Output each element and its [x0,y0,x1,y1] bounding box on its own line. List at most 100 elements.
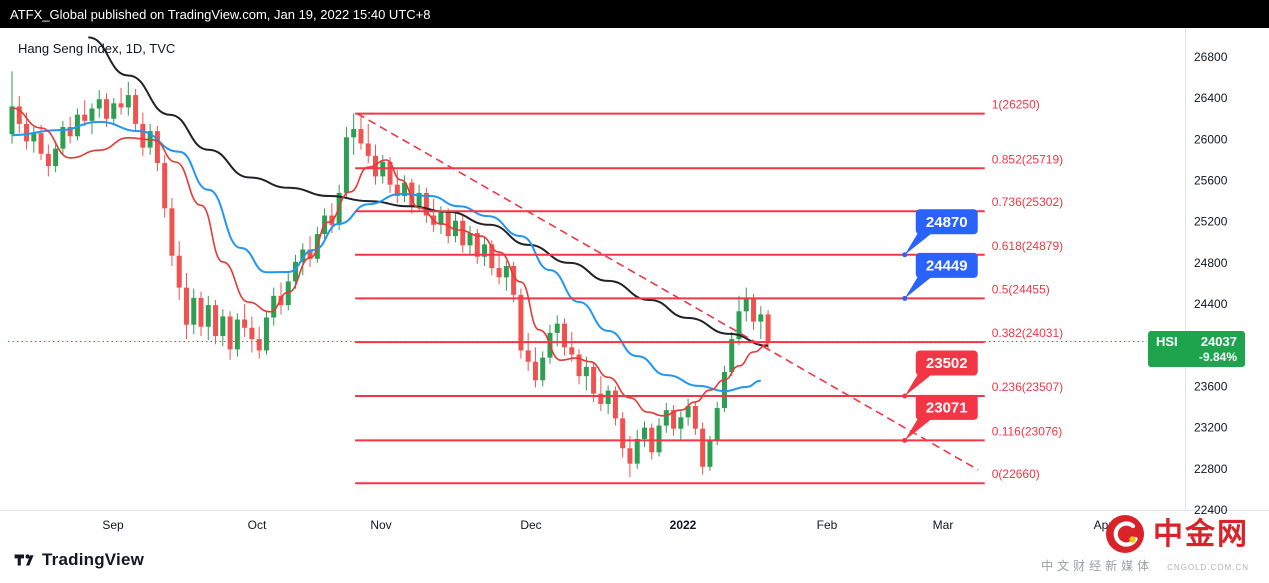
cngold-watermark: 中金网 中文财经新媒体 CNGOLD.COM.CN [1041,514,1249,574]
time-axis[interactable]: Sep Oct Nov Dec 2022 Feb Mar Apr [102,518,1112,532]
candle [467,225,473,255]
callout-anchor-dot [902,437,908,443]
candle [423,187,429,223]
candle [743,287,749,322]
candle [612,386,618,426]
fib-level-label: 0.5(24455) [992,282,1050,296]
candle [751,293,757,330]
candle [263,311,269,355]
candle [249,316,255,353]
fib-level-label: 0.382(24031) [992,326,1063,340]
candle [169,198,175,266]
candle [82,100,88,126]
callout-price-text: 24870 [926,214,968,231]
price-axis[interactable]: 2680026400260002560025200248002440024000… [1194,50,1228,517]
candle [402,175,408,203]
cngold-tagline: 中文财经新媒体 [1041,559,1154,573]
price-tick-label: 24800 [1194,256,1228,270]
price-callout[interactable]: 23502 [902,350,978,399]
candle [45,144,51,177]
candle [111,98,117,125]
candle [74,108,80,141]
candle [583,356,589,391]
price-tick-label: 26400 [1194,91,1228,105]
fib-retracement[interactable]: 1(26250) 0.852(25719) 0.736(25302) 0.618(24… [355,98,1063,485]
time-tick-label: Feb [817,518,838,532]
candle [692,401,698,435]
candle [227,311,233,360]
price-tick-label: 22400 [1194,503,1228,517]
tradingview-wordmark: TradingView [42,550,145,569]
callout-anchor-dot [902,295,908,301]
candle [358,116,364,150]
candle [60,120,66,155]
candle [213,299,219,345]
candle [474,228,480,264]
fib-level-label: 1(26250) [992,98,1040,112]
price-tick-label: 23600 [1194,379,1228,393]
candlestick-series [9,71,771,478]
fib-level-label: 0.236(23507) [992,380,1063,394]
candle [234,313,240,357]
tradingview-logo-icon [14,554,34,566]
change-percent: -9.84% [1198,350,1237,364]
candle [707,435,713,471]
candle [220,309,226,347]
chart-title: Hang Seng Index, 1D, TVC [18,41,176,56]
candle [198,291,204,337]
candle [736,295,742,346]
callout-price-text: 24449 [926,257,968,274]
candle [104,93,110,128]
tradingview-logo[interactable]: TradingView [13,549,144,571]
time-tick-label: Mar [933,518,954,532]
price-tick-label: 24400 [1194,297,1228,311]
ma-mid-blue [11,120,761,393]
candle [133,88,139,132]
candle [649,423,655,460]
candle [576,349,582,385]
price-callout[interactable]: 23071 [902,394,978,443]
descending-trendline[interactable] [356,112,979,471]
last-price-value: 24037 [1200,334,1237,349]
candle [460,215,466,253]
candle [620,412,626,458]
candle [271,287,277,326]
candle [663,402,669,433]
time-tick-label: Sep [102,518,124,532]
top-bar: ATFX_Global published on TradingView.com… [0,0,1269,28]
candle [758,306,764,340]
candle [525,332,531,372]
callout-anchor-dot [902,393,908,399]
candle [176,241,182,300]
last-price-badge[interactable]: HSI 24037 -9.84% [1148,331,1245,367]
candle [540,351,546,387]
candle [714,401,720,446]
candle [627,435,633,478]
candle [89,103,95,135]
price-tick-label: 22800 [1194,462,1228,476]
candle [634,429,640,469]
candle [671,404,677,436]
cngold-domain: CNGOLD.COM.CN [1167,563,1249,572]
fib-level-label: 0.852(25719) [992,152,1063,166]
time-tick-label: 2022 [670,518,697,532]
candle [605,385,611,415]
candle [656,418,662,457]
fib-level-label: 0(22660) [992,467,1040,481]
ma-fast-red [11,107,769,417]
candle [118,87,124,115]
candle [641,421,647,448]
price-callout[interactable]: 24870 [902,209,978,258]
candle [482,237,488,266]
fib-level-label: 0.618(24879) [992,239,1063,253]
candle [125,81,131,116]
candle [31,127,37,153]
candle [293,254,299,289]
cngold-logo-icon [1106,515,1144,553]
candle [562,318,568,356]
candle [38,124,44,160]
price-callout[interactable]: 24449 [902,252,978,301]
price-tick-label: 23200 [1194,421,1228,435]
callout-price-text: 23502 [926,355,968,372]
